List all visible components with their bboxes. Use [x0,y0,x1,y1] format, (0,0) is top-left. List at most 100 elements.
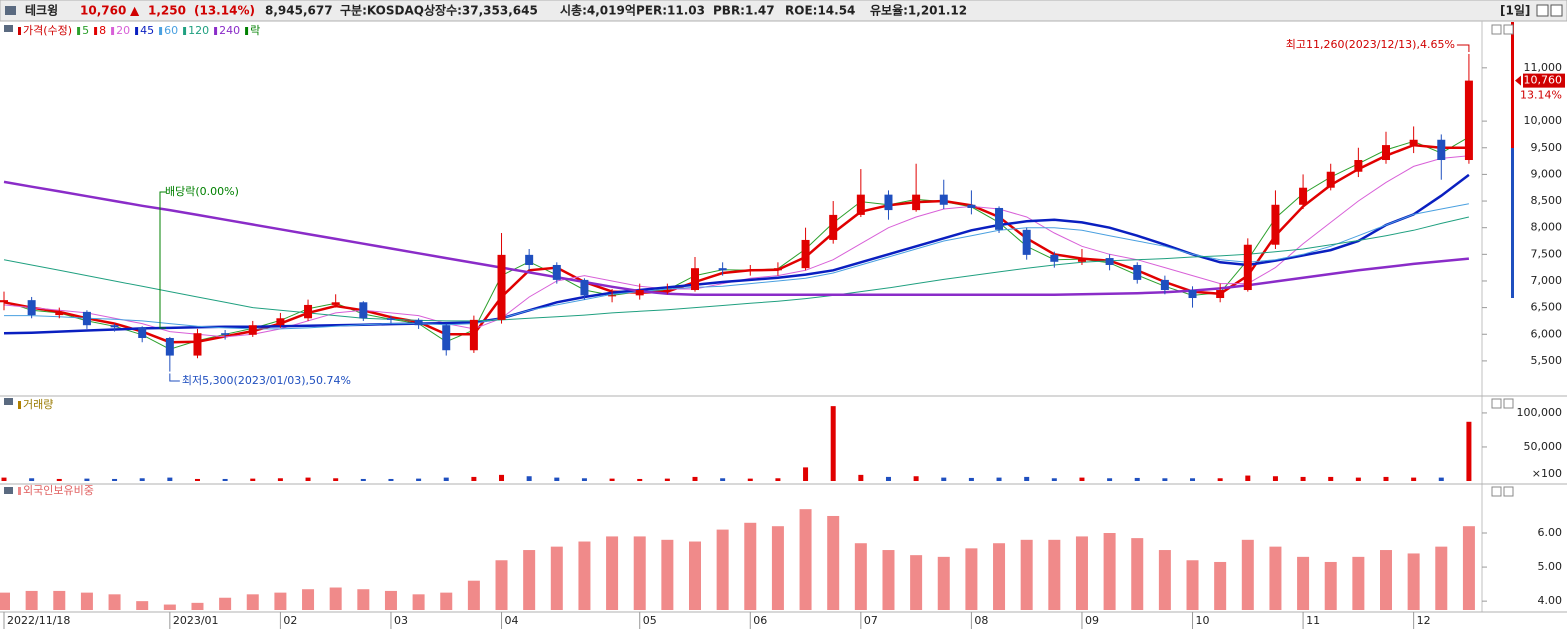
range-bar-down [1511,148,1514,298]
current-price: 10,760 [1524,74,1563,87]
bar [854,543,867,610]
x-tick-label: 08 [974,614,988,627]
panel-button[interactable] [1491,398,1502,409]
bar [1107,478,1113,481]
x-tick-label: 2023/01 [173,614,219,627]
ma-line [4,203,1469,330]
ma-line [3,216,1470,322]
candle-body [552,264,561,280]
bar [412,594,425,610]
price: 10,760 [80,4,126,18]
bar [1051,478,1057,481]
x-tick-label: 12 [1417,614,1431,627]
bar [0,592,10,610]
candle-body [1105,258,1114,265]
bar [53,590,66,610]
bar [357,589,370,610]
bar [440,592,453,610]
bar [799,509,812,610]
bar [499,474,505,481]
legend-swatch [245,27,249,35]
y-tick-label: 6.00 [1538,526,1563,539]
candle-body [1160,279,1169,291]
bar [1407,553,1420,610]
panel-button[interactable] [1503,24,1514,35]
panel-button[interactable] [1503,486,1514,497]
candle-body [276,318,285,326]
period-button[interactable]: [1일] [1500,4,1530,18]
candle-body [1077,258,1086,262]
panel-button[interactable] [1491,24,1502,35]
bar [827,515,840,610]
y-tick-label: 6,000 [1531,327,1563,340]
restore-button[interactable] [1536,4,1549,17]
current-change: 13.14% [1520,89,1562,102]
low-note: 최저5,300(2023/01/03),50.74% [182,374,351,387]
panel-button[interactable] [1503,398,1514,409]
x-tick-label: 03 [394,614,408,627]
stock-name: 테크윙 [25,3,58,18]
candle-body [55,311,64,316]
candle-body [1326,171,1335,188]
bar [333,478,339,481]
candle-body [773,268,782,271]
bar [1241,539,1254,610]
close-button[interactable] [1550,4,1563,17]
bar [803,467,809,481]
bar [388,478,394,481]
legend-swatch [18,27,21,35]
x-tick-label: 02 [283,614,297,627]
legend-label: 락 [250,24,260,37]
bar [443,477,449,481]
x-tick-label: 10 [1196,614,1210,627]
candle-body [0,300,8,303]
ma-line [3,180,1470,297]
bar [937,556,950,610]
panel-icon [4,398,13,405]
bar [1162,478,1168,481]
bar [1079,477,1085,481]
legend-swatch [18,401,21,409]
candle-body [1022,229,1031,255]
panel-icon [4,487,13,494]
bar [1158,550,1171,610]
bar [108,594,121,610]
candle-body [497,254,506,320]
bar [56,478,62,481]
bar [716,529,729,610]
bar [1411,477,1417,481]
candle-body [995,207,1004,230]
candle-body [1243,244,1252,291]
legend-label: 가격(수정) [23,24,72,37]
bar [637,478,643,481]
per: PER:11.03 [636,4,705,18]
x-tick-label: 09 [1085,614,1099,627]
bar [416,478,422,481]
bar [1103,533,1116,610]
bar [1134,477,1140,481]
bar [1131,538,1144,610]
candle-body [1437,139,1446,161]
candle-body [939,194,948,205]
current-box [1523,73,1565,88]
x-tick-label: 11 [1306,614,1320,627]
bar [550,546,563,610]
candle-body [829,214,838,240]
candle-body [1409,139,1418,146]
bar [274,592,287,610]
candle-body [386,318,395,320]
bar [692,476,698,481]
candle-body [635,290,644,296]
header-icon [5,6,16,15]
bar [882,550,895,610]
candle-body [718,268,727,271]
panel-title: 외국인보유비중 [23,484,94,497]
panel-button[interactable] [1491,486,1502,497]
bar [689,541,701,610]
y-tick-label: 50,000 [1524,440,1563,453]
candle-body [1299,187,1308,205]
candle-body [746,270,755,272]
bar [1355,477,1361,481]
